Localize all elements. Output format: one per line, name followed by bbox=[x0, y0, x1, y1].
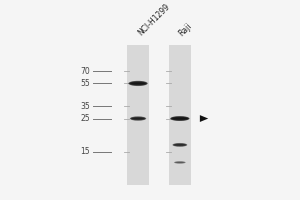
Ellipse shape bbox=[131, 117, 145, 120]
Ellipse shape bbox=[172, 143, 187, 147]
Text: 15: 15 bbox=[81, 147, 90, 156]
Ellipse shape bbox=[131, 83, 146, 84]
Ellipse shape bbox=[174, 161, 186, 164]
Ellipse shape bbox=[172, 118, 188, 120]
Ellipse shape bbox=[173, 118, 187, 119]
Text: NCI-H1299: NCI-H1299 bbox=[136, 2, 172, 38]
Ellipse shape bbox=[175, 162, 185, 163]
Text: 25: 25 bbox=[81, 114, 90, 123]
Ellipse shape bbox=[132, 118, 144, 119]
Ellipse shape bbox=[173, 118, 187, 119]
Ellipse shape bbox=[174, 144, 186, 146]
Ellipse shape bbox=[133, 118, 144, 119]
Ellipse shape bbox=[172, 118, 187, 119]
Ellipse shape bbox=[130, 116, 146, 121]
Ellipse shape bbox=[131, 83, 145, 84]
Ellipse shape bbox=[173, 143, 187, 147]
Text: 70: 70 bbox=[80, 67, 90, 76]
Ellipse shape bbox=[173, 143, 187, 146]
Ellipse shape bbox=[174, 144, 185, 145]
Ellipse shape bbox=[174, 161, 185, 163]
Ellipse shape bbox=[171, 117, 189, 120]
Ellipse shape bbox=[174, 161, 186, 164]
Ellipse shape bbox=[131, 118, 145, 119]
Ellipse shape bbox=[129, 81, 147, 86]
Ellipse shape bbox=[130, 82, 146, 84]
Ellipse shape bbox=[174, 118, 186, 119]
Ellipse shape bbox=[170, 116, 189, 121]
Text: 35: 35 bbox=[80, 102, 90, 111]
Ellipse shape bbox=[130, 82, 147, 85]
Ellipse shape bbox=[170, 116, 190, 121]
Bar bbox=[127, 45, 149, 185]
Ellipse shape bbox=[173, 144, 186, 146]
Ellipse shape bbox=[132, 118, 144, 119]
Polygon shape bbox=[200, 115, 208, 122]
Ellipse shape bbox=[176, 162, 184, 163]
Ellipse shape bbox=[131, 117, 145, 120]
Ellipse shape bbox=[175, 162, 184, 163]
Text: 55: 55 bbox=[80, 79, 90, 88]
Ellipse shape bbox=[174, 144, 186, 146]
Ellipse shape bbox=[175, 162, 185, 163]
Ellipse shape bbox=[130, 82, 146, 85]
Bar bbox=[169, 45, 191, 185]
Ellipse shape bbox=[172, 117, 188, 120]
Ellipse shape bbox=[129, 81, 147, 85]
Text: Raji: Raji bbox=[176, 21, 193, 38]
Ellipse shape bbox=[171, 117, 188, 120]
Ellipse shape bbox=[130, 117, 146, 120]
Ellipse shape bbox=[175, 162, 184, 163]
Ellipse shape bbox=[128, 81, 148, 86]
Ellipse shape bbox=[130, 117, 146, 120]
Ellipse shape bbox=[131, 83, 145, 84]
